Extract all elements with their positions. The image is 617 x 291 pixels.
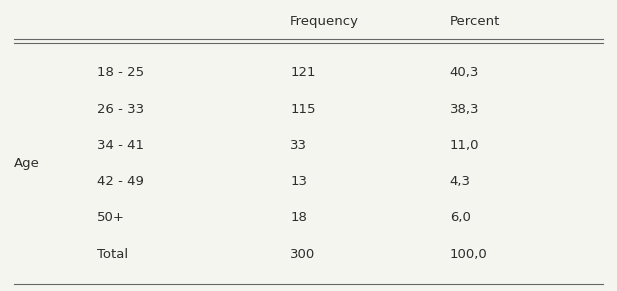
Text: 26 - 33: 26 - 33 xyxy=(97,103,144,116)
Text: 33: 33 xyxy=(290,139,307,152)
Text: 121: 121 xyxy=(290,66,315,79)
Text: 11,0: 11,0 xyxy=(450,139,479,152)
Text: 38,3: 38,3 xyxy=(450,103,479,116)
Text: 34 - 41: 34 - 41 xyxy=(97,139,144,152)
Text: Frequency: Frequency xyxy=(290,15,359,28)
Text: 115: 115 xyxy=(290,103,315,116)
Text: Percent: Percent xyxy=(450,15,500,28)
Text: Total: Total xyxy=(97,248,128,261)
Text: 100,0: 100,0 xyxy=(450,248,487,261)
Text: Age: Age xyxy=(14,157,39,170)
Text: 18: 18 xyxy=(290,212,307,224)
Text: 4,3: 4,3 xyxy=(450,175,471,188)
Text: 300: 300 xyxy=(290,248,315,261)
Text: 6,0: 6,0 xyxy=(450,212,471,224)
Text: 40,3: 40,3 xyxy=(450,66,479,79)
Text: 50+: 50+ xyxy=(97,212,125,224)
Text: 18 - 25: 18 - 25 xyxy=(97,66,144,79)
Text: 42 - 49: 42 - 49 xyxy=(97,175,144,188)
Text: 13: 13 xyxy=(290,175,307,188)
